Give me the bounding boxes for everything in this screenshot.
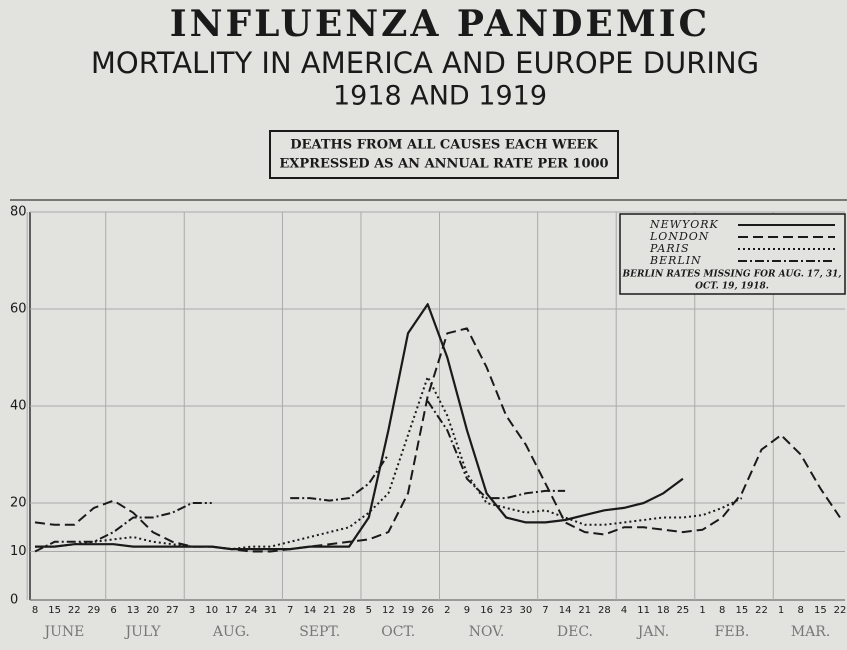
x-tick-label: 1 — [699, 605, 705, 616]
x-tick-label: 19 — [402, 605, 415, 616]
x-tick-label: 10 — [205, 605, 218, 616]
x-tick-label: 15 — [48, 605, 61, 616]
x-tick-label: 24 — [245, 605, 258, 616]
x-tick-label: 9 — [464, 605, 470, 616]
y-tick-label: 10 — [10, 544, 27, 559]
x-tick-label: 23 — [500, 605, 513, 616]
x-tick-label: 29 — [88, 605, 101, 616]
legend-note: BERLIN RATES MISSING FOR AUG. 17, 31, — [622, 270, 842, 280]
x-group-label: FEB. — [715, 624, 750, 640]
chart-subtitle: MORTALITY IN AMERICA AND EUROPE DURING — [91, 46, 759, 80]
y-tick-label: 0 — [10, 593, 18, 608]
note-text: EXPRESSED AS AN ANNUAL RATE PER 1000 — [279, 157, 608, 172]
x-tick-label: 8 — [798, 605, 804, 616]
series-line — [34, 327, 841, 553]
x-tick-label: 21 — [578, 605, 591, 616]
note-box — [269, 130, 619, 179]
x-tick-label: 14 — [304, 605, 317, 616]
y-tick-label: 60 — [10, 302, 27, 317]
x-tick-label: 8 — [32, 605, 38, 616]
x-tick-label: 1 — [778, 605, 784, 616]
x-group-label: MAR. — [791, 624, 830, 640]
x-tick-label: 2 — [444, 605, 450, 616]
legend-label: LONDON — [649, 230, 709, 243]
x-tick-label: 21 — [323, 605, 336, 616]
x-tick-label: 3 — [189, 605, 195, 616]
x-group-label: AUG. — [212, 624, 250, 640]
x-group-label: JULY — [123, 624, 161, 640]
x-tick-label: 25 — [677, 605, 690, 616]
legend-label: NEWYORK — [649, 218, 719, 231]
x-tick-label: 12 — [382, 605, 395, 616]
legend-label: BERLIN — [649, 254, 702, 267]
x-tick-label: 16 — [480, 605, 493, 616]
x-tick-label: 7 — [542, 605, 548, 616]
x-tick-label: 17 — [225, 605, 238, 616]
x-tick-label: 5 — [366, 605, 372, 616]
legend-note: OCT. 19, 1918. — [695, 282, 769, 292]
x-tick-label: 14 — [559, 605, 572, 616]
note-text: DEATHS FROM ALL CAUSES EACH WEEK — [290, 138, 598, 153]
chart-title: INFLUENZA PANDEMIC — [170, 3, 710, 45]
x-tick-label: 31 — [264, 605, 277, 616]
x-group-label: NOV. — [469, 624, 505, 640]
x-group-label: JUNE — [43, 624, 85, 640]
x-tick-label: 7 — [287, 605, 293, 616]
x-tick-label: 26 — [421, 605, 434, 616]
y-tick-label: 80 — [10, 205, 27, 220]
x-tick-label: 22 — [68, 605, 81, 616]
x-tick-label: 30 — [519, 605, 532, 616]
x-tick-label: 27 — [166, 605, 179, 616]
x-tick-label: 8 — [719, 605, 725, 616]
x-group-label: JAN. — [636, 624, 670, 640]
x-tick-label: 20 — [146, 605, 159, 616]
x-group-label: SEPT. — [299, 624, 340, 640]
legend-box — [619, 213, 846, 295]
y-tick-label: 40 — [10, 399, 27, 414]
x-tick-label: 13 — [127, 605, 140, 616]
x-tick-label: 22 — [755, 605, 768, 616]
x-tick-label: 22 — [834, 605, 847, 616]
series-line — [34, 400, 566, 553]
x-tick-label: 6 — [110, 605, 116, 616]
x-group-label: DEC. — [557, 624, 593, 640]
y-tick-label: 20 — [10, 496, 27, 511]
series-line — [35, 303, 684, 551]
x-group-label: OCT. — [381, 624, 415, 640]
x-tick-label: 4 — [621, 605, 627, 616]
series-line — [35, 375, 743, 551]
x-tick-label: 28 — [598, 605, 611, 616]
x-tick-label: 18 — [657, 605, 670, 616]
x-tick-label: 11 — [637, 605, 650, 616]
x-tick-label: 15 — [735, 605, 748, 616]
x-tick-label: 28 — [343, 605, 356, 616]
legend-label: PARIS — [649, 242, 690, 255]
chart-subtitle: 1918 AND 1919 — [333, 81, 547, 112]
x-tick-label: 15 — [814, 605, 827, 616]
